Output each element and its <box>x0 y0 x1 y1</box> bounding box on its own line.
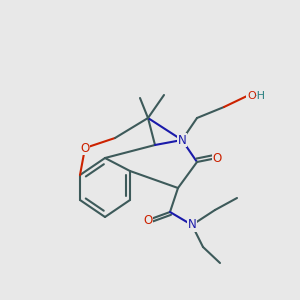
Text: N: N <box>178 134 186 146</box>
Text: O: O <box>212 152 222 164</box>
Text: N: N <box>188 218 196 232</box>
Text: O: O <box>143 214 153 226</box>
Text: O: O <box>80 142 90 154</box>
Text: ·H: ·H <box>254 91 266 101</box>
Text: O: O <box>247 91 256 101</box>
